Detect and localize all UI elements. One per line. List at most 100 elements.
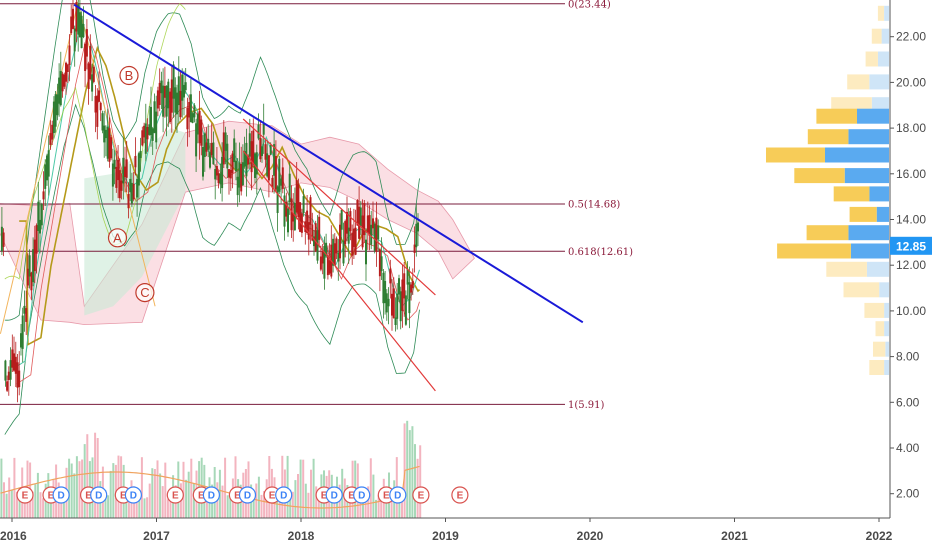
candle-body xyxy=(70,16,73,34)
volume-bar xyxy=(257,476,260,518)
candle-body xyxy=(228,169,230,178)
candle-body xyxy=(248,133,251,157)
earnings-marker[interactable] xyxy=(412,486,430,504)
candle-body xyxy=(356,200,359,226)
volume-bar xyxy=(408,430,411,518)
candle-body xyxy=(73,28,76,52)
volume-bar xyxy=(398,497,401,518)
candle-body xyxy=(101,113,104,131)
candle-body xyxy=(411,280,414,289)
price-axis[interactable]: 2.00 4.00 6.00 8.00 10.00 12.00 14.00 16.00 18.0… xyxy=(889,0,932,518)
volume-bar xyxy=(307,492,310,518)
volume-bar xyxy=(359,498,362,518)
candle-body xyxy=(35,225,38,254)
candle-body xyxy=(344,221,347,245)
candle-body xyxy=(130,182,133,204)
candle-body xyxy=(20,333,22,348)
earnings-marker[interactable] xyxy=(16,486,34,504)
candle-body xyxy=(117,159,120,181)
candle-body xyxy=(283,195,286,227)
candle-body xyxy=(21,315,24,349)
profile-down-volume xyxy=(825,147,889,163)
time-tick-label: 2019 xyxy=(432,529,459,543)
volume-bar xyxy=(138,496,141,518)
candle-body xyxy=(314,223,317,251)
trendlines[interactable] xyxy=(73,3,584,392)
earnings-marker[interactable] xyxy=(166,486,184,504)
event-marker-label: E xyxy=(22,491,29,502)
dividend-marker[interactable] xyxy=(389,486,407,504)
candle-body xyxy=(261,146,263,156)
candle-body xyxy=(238,162,241,188)
candle-body xyxy=(335,238,338,254)
candle-body xyxy=(259,137,262,160)
candle-body xyxy=(113,159,116,169)
volume-bar xyxy=(286,455,289,518)
candle-body xyxy=(231,153,234,174)
candle-body xyxy=(51,124,54,140)
lagging-span-line xyxy=(4,3,186,280)
event-marker-label: E xyxy=(172,491,179,502)
candle-body xyxy=(106,126,109,159)
candle-body xyxy=(264,144,267,160)
candle-body xyxy=(287,208,289,233)
volume-bar xyxy=(299,459,302,518)
trendline-channel-lower[interactable] xyxy=(242,150,436,392)
candle-body xyxy=(181,74,184,101)
dividend-marker[interactable] xyxy=(124,486,142,504)
volume-bar xyxy=(16,491,18,518)
candle-body xyxy=(236,176,239,196)
profile-up-volume xyxy=(833,186,870,202)
trendline-channel-upper[interactable] xyxy=(242,118,436,296)
volume-bar xyxy=(190,458,193,518)
candle-body xyxy=(94,96,97,113)
volume-bar xyxy=(372,474,375,518)
candle-body xyxy=(221,156,224,189)
profile-down-volume xyxy=(879,282,889,298)
candle-body xyxy=(37,201,40,231)
volume-bar xyxy=(252,494,255,518)
volume-bar xyxy=(263,491,266,518)
earnings-marker[interactable] xyxy=(451,486,469,504)
candle-body xyxy=(311,224,314,241)
candle-body xyxy=(49,133,52,145)
candle-body xyxy=(163,86,166,98)
candle-body xyxy=(293,203,296,231)
candle-body xyxy=(396,293,399,319)
volume-bar xyxy=(8,477,11,518)
candle-body xyxy=(363,203,366,236)
profile-down-volume xyxy=(885,341,889,357)
candle-body xyxy=(394,317,397,325)
candle-body xyxy=(151,128,154,141)
volume-bar xyxy=(166,499,169,518)
trendline-resistance[interactable] xyxy=(73,3,584,324)
dividend-marker[interactable] xyxy=(325,486,343,504)
time-tick-label: 2016 xyxy=(0,529,27,543)
dividend-marker[interactable] xyxy=(275,486,293,504)
candle-body xyxy=(340,209,343,230)
candle-body xyxy=(191,113,194,123)
volume-bar xyxy=(310,469,312,518)
candle-body xyxy=(304,221,307,232)
volume-bar xyxy=(3,482,5,518)
candle-body xyxy=(333,243,336,266)
candle-body xyxy=(366,215,369,233)
dividend-marker[interactable] xyxy=(202,486,220,504)
candle-body xyxy=(297,184,300,217)
candle-body xyxy=(169,91,172,122)
profile-up-volume xyxy=(849,206,877,222)
candle-body xyxy=(252,130,255,163)
dividend-marker[interactable] xyxy=(238,486,257,504)
dividend-marker[interactable] xyxy=(90,486,108,504)
volume-bar xyxy=(75,456,78,518)
volume-bar xyxy=(169,488,172,518)
dividend-marker[interactable] xyxy=(353,486,371,504)
candle-body xyxy=(290,198,293,231)
time-tick-label: 2018 xyxy=(288,529,315,543)
dividend-marker[interactable] xyxy=(52,486,70,504)
time-axis[interactable]: 2016 2017 2018 2019 2020 2021 2022 xyxy=(0,517,893,543)
candle-body xyxy=(61,73,64,92)
